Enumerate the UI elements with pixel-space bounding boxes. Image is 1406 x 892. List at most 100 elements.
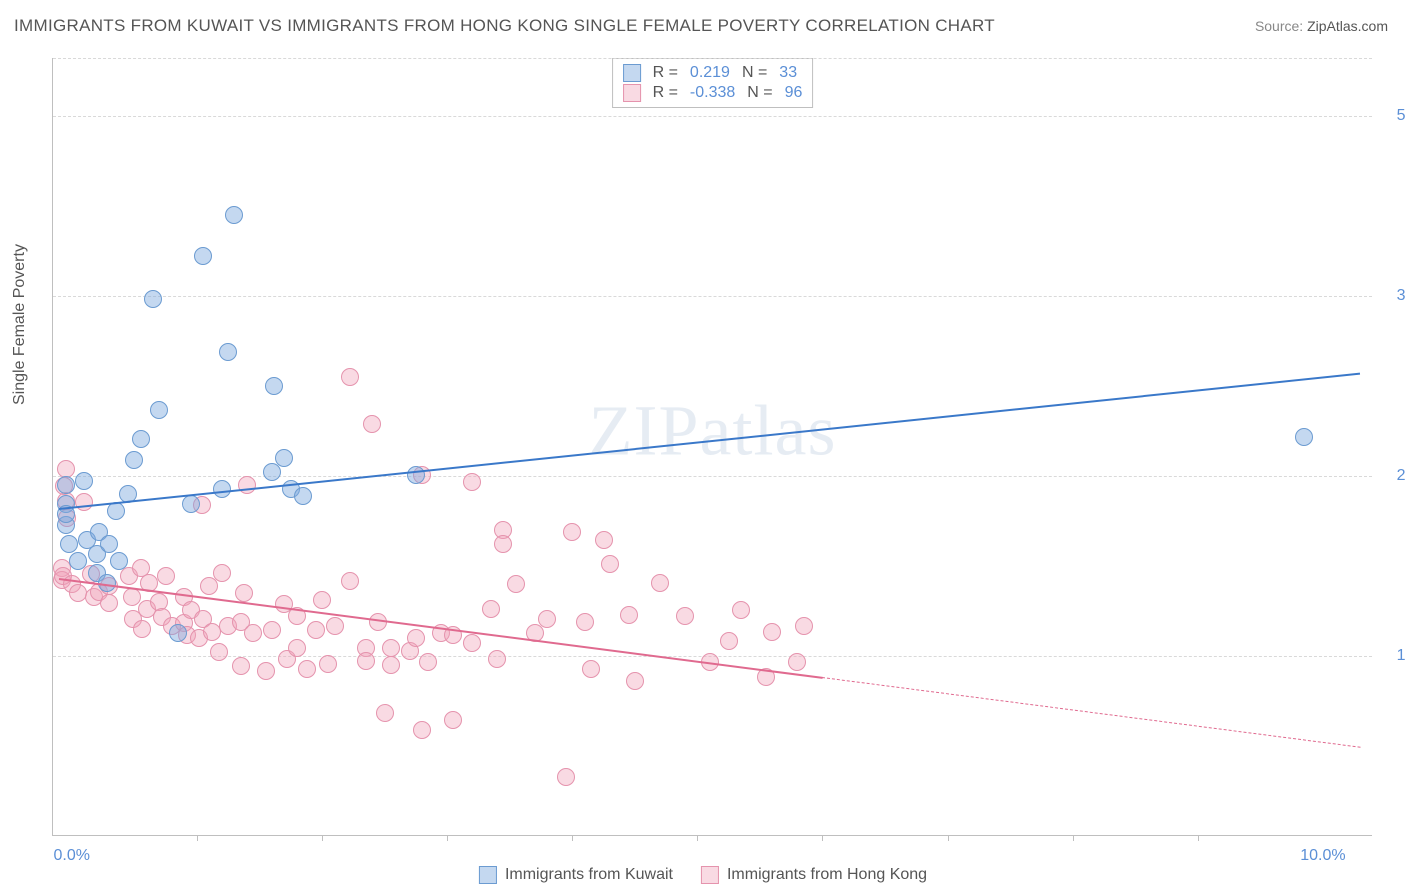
marker-kuwait: [60, 535, 78, 553]
r-value-hongkong: -0.338: [690, 84, 735, 102]
r-label: R =: [653, 64, 678, 82]
chart-container: IMMIGRANTS FROM KUWAIT VS IMMIGRANTS FRO…: [0, 0, 1406, 892]
n-label: N =: [742, 64, 767, 82]
marker-hongkong: [626, 672, 644, 690]
source-attribution: Source: ZipAtlas.com: [1255, 18, 1388, 34]
marker-hongkong: [788, 653, 806, 671]
marker-kuwait: [219, 343, 237, 361]
ytick-label: 25.0%: [1382, 467, 1406, 485]
marker-hongkong: [507, 575, 525, 593]
trendline-kuwait: [59, 372, 1360, 509]
marker-kuwait: [132, 430, 150, 448]
marker-hongkong: [363, 415, 381, 433]
marker-kuwait: [263, 463, 281, 481]
ytick-label: 12.5%: [1382, 647, 1406, 665]
xtick-label: 10.0%: [1300, 847, 1345, 865]
stats-legend-box: R = 0.219 N = 33 R = -0.338 N = 96: [612, 58, 814, 108]
marker-hongkong: [582, 660, 600, 678]
ytick-label: 50.0%: [1382, 107, 1406, 125]
marker-hongkong: [232, 657, 250, 675]
marker-hongkong: [382, 656, 400, 674]
marker-hongkong: [235, 584, 253, 602]
source-site: ZipAtlas.com: [1303, 18, 1388, 34]
marker-hongkong: [133, 620, 151, 638]
marker-kuwait: [110, 552, 128, 570]
legend-swatch-hongkong: [701, 866, 719, 884]
xtick-mark: [948, 835, 949, 841]
bottom-legend: Immigrants from Kuwait Immigrants from H…: [479, 866, 927, 884]
marker-hongkong: [157, 567, 175, 585]
xtick-mark: [197, 835, 198, 841]
marker-kuwait: [194, 247, 212, 265]
xtick-mark: [322, 835, 323, 841]
xtick-mark: [572, 835, 573, 841]
marker-kuwait: [213, 480, 231, 498]
marker-kuwait: [144, 290, 162, 308]
marker-hongkong: [69, 584, 87, 602]
marker-hongkong: [257, 662, 275, 680]
marker-hongkong: [763, 623, 781, 641]
marker-kuwait: [100, 535, 118, 553]
marker-hongkong: [319, 655, 337, 673]
marker-hongkong: [795, 617, 813, 635]
marker-hongkong: [382, 639, 400, 657]
marker-hongkong: [238, 476, 256, 494]
marker-hongkong: [576, 613, 594, 631]
plot-area: ZIPatlas R = 0.219 N = 33 R = -0.338 N =…: [52, 58, 1372, 836]
marker-kuwait: [57, 476, 75, 494]
marker-kuwait: [407, 466, 425, 484]
marker-hongkong: [413, 721, 431, 739]
marker-hongkong: [376, 704, 394, 722]
marker-hongkong: [494, 535, 512, 553]
gridline: [53, 116, 1372, 117]
ytick-label: 37.5%: [1382, 287, 1406, 305]
marker-hongkong: [341, 368, 359, 386]
marker-hongkong: [307, 621, 325, 639]
marker-hongkong: [357, 652, 375, 670]
marker-kuwait: [75, 472, 93, 490]
marker-hongkong: [463, 634, 481, 652]
marker-hongkong: [463, 473, 481, 491]
marker-hongkong: [720, 632, 738, 650]
marker-kuwait: [125, 451, 143, 469]
legend-swatch-kuwait: [479, 866, 497, 884]
marker-kuwait: [169, 624, 187, 642]
xtick-label: 0.0%: [54, 847, 90, 865]
marker-hongkong: [676, 607, 694, 625]
xtick-mark: [1073, 835, 1074, 841]
marker-kuwait: [69, 552, 87, 570]
marker-hongkong: [263, 621, 281, 639]
legend-label-hongkong: Immigrants from Hong Kong: [727, 866, 927, 884]
n-value-hongkong: 96: [785, 84, 803, 102]
xtick-mark: [822, 835, 823, 841]
stats-row-hongkong: R = -0.338 N = 96: [623, 83, 803, 103]
xtick-mark: [1198, 835, 1199, 841]
marker-kuwait: [1295, 428, 1313, 446]
marker-kuwait: [275, 449, 293, 467]
chart-title: IMMIGRANTS FROM KUWAIT VS IMMIGRANTS FRO…: [14, 16, 995, 36]
marker-hongkong: [651, 574, 669, 592]
gridline: [53, 296, 1372, 297]
marker-hongkong: [213, 564, 231, 582]
marker-hongkong: [313, 591, 331, 609]
marker-hongkong: [244, 624, 262, 642]
marker-hongkong: [557, 768, 575, 786]
marker-kuwait: [265, 377, 283, 395]
marker-hongkong: [75, 493, 93, 511]
n-value-kuwait: 33: [779, 64, 797, 82]
marker-hongkong: [482, 600, 500, 618]
marker-hongkong: [326, 617, 344, 635]
marker-hongkong: [601, 555, 619, 573]
marker-hongkong: [298, 660, 316, 678]
marker-kuwait: [294, 487, 312, 505]
marker-kuwait: [182, 495, 200, 513]
xtick-mark: [697, 835, 698, 841]
marker-hongkong: [210, 643, 228, 661]
marker-hongkong: [288, 639, 306, 657]
legend-item-hongkong: Immigrants from Hong Kong: [701, 866, 927, 884]
marker-hongkong: [341, 572, 359, 590]
marker-hongkong: [538, 610, 556, 628]
marker-hongkong: [732, 601, 750, 619]
marker-hongkong: [419, 653, 437, 671]
marker-hongkong: [488, 650, 506, 668]
